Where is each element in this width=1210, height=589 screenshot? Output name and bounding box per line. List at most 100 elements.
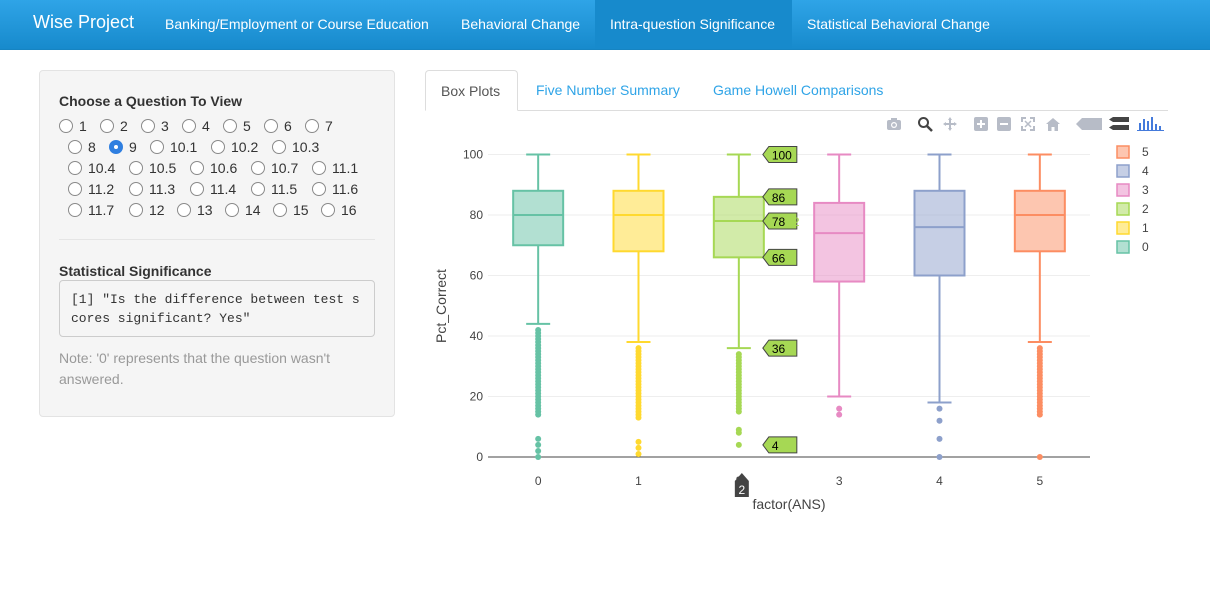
radio-circle-icon[interactable]	[129, 161, 143, 175]
tab-game-howell-comparisons[interactable]: Game Howell Comparisons	[713, 82, 884, 98]
nav-item-intra-question[interactable]: Intra-question Significance	[595, 0, 792, 49]
question-radio-11-6[interactable]: 11.6	[312, 181, 358, 197]
question-radio-13[interactable]: 13	[177, 202, 213, 218]
question-radio-10-6[interactable]: 10.6	[190, 160, 237, 176]
outlier-point	[1036, 454, 1043, 460]
question-radio-14[interactable]: 14	[225, 202, 261, 218]
radio-circle-icon[interactable]	[251, 182, 265, 196]
radio-circle-icon[interactable]	[321, 203, 335, 217]
tab-five-number-summary[interactable]: Five Number Summary	[536, 82, 680, 98]
autoscale-icon[interactable]	[1020, 116, 1036, 132]
radio-circle-icon[interactable]	[251, 161, 265, 175]
question-radio-11-3[interactable]: 11.3	[129, 181, 175, 197]
radio-circle-icon[interactable]	[150, 140, 164, 154]
question-radio-2[interactable]: 2	[100, 118, 128, 134]
question-radio-8[interactable]: 8	[68, 139, 96, 155]
question-radio-10-4[interactable]: 10.4	[68, 160, 115, 176]
legend-item-4: 4	[1116, 164, 1149, 178]
radio-circle-icon[interactable]	[223, 119, 237, 133]
radio-circle-icon[interactable]	[68, 161, 82, 175]
hover-closest-icon[interactable]	[1076, 116, 1102, 132]
legend-label: 3	[1142, 183, 1149, 197]
y-tick-label: 40	[470, 329, 484, 343]
nav-item-banking[interactable]: Banking/Employment or Course Education	[165, 16, 429, 32]
nav-item-behavioral-change[interactable]: Behavioral Change	[461, 16, 581, 32]
brand[interactable]: Wise Project	[33, 12, 135, 32]
radio-circle-icon[interactable]	[68, 182, 82, 196]
outlier-point	[635, 450, 642, 457]
outlier-point	[735, 429, 742, 436]
question-radio-11-1[interactable]: 11.1	[312, 160, 358, 176]
radio-circle-icon[interactable]	[305, 119, 319, 133]
zoom-out-icon[interactable]	[996, 116, 1012, 132]
question-radio-4[interactable]: 4	[182, 118, 210, 134]
x-tick-label: 3	[836, 474, 843, 488]
legend-swatch	[1116, 164, 1130, 178]
radio-label: 15	[293, 202, 309, 218]
reset-axes-icon[interactable]	[1045, 116, 1061, 132]
legend-item-5: 5	[1116, 145, 1149, 159]
radio-circle-icon[interactable]	[100, 119, 114, 133]
radio-circle-icon[interactable]	[141, 119, 155, 133]
radio-circle-icon[interactable]	[264, 119, 278, 133]
question-radio-12[interactable]: 12	[129, 202, 165, 218]
hover-box	[762, 248, 798, 266]
radio-circle-icon[interactable]	[68, 203, 82, 217]
question-radio-11-7[interactable]: 11.7	[68, 202, 114, 218]
radio-circle-icon[interactable]	[190, 161, 204, 175]
radio-circle-icon[interactable]	[68, 140, 82, 154]
hover-label: 66	[762, 248, 798, 266]
radio-circle-icon[interactable]	[129, 182, 143, 196]
camera-icon[interactable]	[886, 116, 902, 132]
question-radio-10-3[interactable]: 10.3	[272, 139, 319, 155]
question-radio-1[interactable]: 1	[59, 118, 87, 134]
question-radio-5[interactable]: 5	[223, 118, 251, 134]
zoom-in-icon[interactable]	[973, 116, 989, 132]
radio-circle-icon[interactable]	[225, 203, 239, 217]
question-radio-15[interactable]: 15	[273, 202, 309, 218]
hover-compare-icon[interactable]	[1109, 116, 1129, 132]
question-radio-11-4[interactable]: 11.4	[190, 181, 236, 197]
question-radio-10-5[interactable]: 10.5	[129, 160, 176, 176]
question-radio-11-5[interactable]: 11.5	[251, 181, 297, 197]
tab-box-plots[interactable]: Box Plots	[425, 70, 518, 111]
radio-circle-icon[interactable]	[312, 182, 326, 196]
question-radio-16[interactable]: 16	[321, 202, 357, 218]
question-label: Choose a Question To View	[59, 93, 243, 109]
radio-circle-icon[interactable]	[272, 140, 286, 154]
radio-circle-icon[interactable]	[312, 161, 326, 175]
hover-box	[762, 339, 798, 357]
sidebar-panel: Choose a Question To View 1 2 3 4 5 6 7 8 9 10.1 1…	[39, 70, 395, 417]
radio-circle-icon[interactable]	[59, 119, 73, 133]
outlier-point	[635, 438, 642, 445]
nav-item-statistical-behavioral-change[interactable]: Statistical Behavioral Change	[807, 16, 990, 32]
outlier-point	[735, 408, 742, 415]
hover-value: 66	[772, 251, 786, 265]
zoom-icon[interactable]	[917, 116, 933, 132]
question-radio-11-2[interactable]: 11.2	[68, 181, 114, 197]
radio-label: 11.3	[149, 181, 176, 197]
question-radio-6[interactable]: 6	[264, 118, 292, 134]
question-radio-10-2[interactable]: 10.2	[211, 139, 258, 155]
radio-circle-icon[interactable]	[177, 203, 191, 217]
question-radio-10-1[interactable]: 10.1	[150, 139, 197, 155]
radio-circle-icon[interactable]	[273, 203, 287, 217]
x-tick-label: 0	[535, 474, 542, 488]
radio-circle-icon[interactable]	[182, 119, 196, 133]
legend-item-3: 3	[1116, 183, 1149, 197]
radio-label: 7	[325, 118, 333, 134]
box-trace-2	[712, 153, 765, 448]
radio-circle-icon[interactable]	[190, 182, 204, 196]
legend-label: 4	[1142, 164, 1149, 178]
radio-circle-icon[interactable]	[211, 140, 225, 154]
plotly-logo-icon[interactable]	[1137, 116, 1165, 132]
question-radio-10-7[interactable]: 10.7	[251, 160, 298, 176]
question-radio-9[interactable]: 9	[109, 139, 137, 155]
hover-value: 4	[772, 439, 779, 453]
question-radio-3[interactable]: 3	[141, 118, 169, 134]
radio-circle-icon[interactable]	[129, 203, 143, 217]
radio-circle-icon[interactable]	[109, 140, 123, 154]
pan-icon[interactable]	[942, 116, 958, 132]
question-radio-7[interactable]: 7	[305, 118, 333, 134]
